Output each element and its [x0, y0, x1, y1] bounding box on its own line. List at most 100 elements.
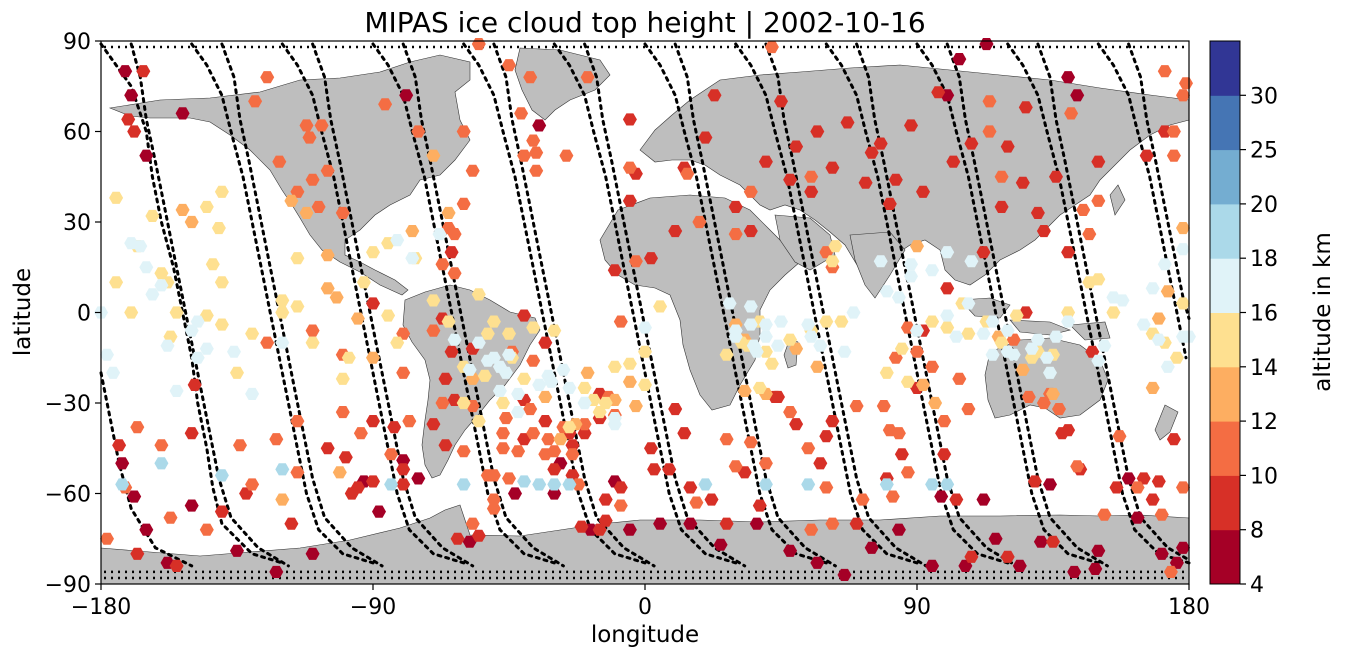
cloud-point — [937, 448, 952, 461]
cloud-point — [556, 363, 571, 376]
cloud-point — [804, 185, 819, 198]
cloud-point — [456, 445, 471, 458]
cloud-point — [290, 300, 305, 313]
colorbar-bin — [1210, 366, 1240, 422]
cloud-point — [517, 372, 532, 385]
cloud-point — [707, 89, 722, 102]
cloud-point — [879, 366, 894, 379]
cloud-point — [719, 348, 734, 361]
colorbar-tick-label: 14 — [1250, 356, 1278, 381]
cloud-point — [976, 246, 991, 259]
cloud-point — [284, 194, 299, 207]
cloud-point — [529, 146, 544, 159]
cloud-point — [502, 59, 516, 72]
x-axis-ticks: −180 −90 0 90 180 — [71, 584, 1210, 620]
y-tick-label: −30 — [45, 392, 91, 417]
cloud-point — [526, 427, 541, 440]
cloud-point — [668, 403, 683, 416]
cloud-point — [486, 502, 501, 515]
cloud-point — [928, 396, 943, 410]
cloud-point — [647, 463, 662, 476]
cloud-point — [1043, 366, 1057, 379]
cloud-point — [949, 330, 964, 343]
cloud-point — [931, 86, 946, 99]
x-axis-label: longitude — [591, 622, 699, 648]
cloud-point — [169, 384, 184, 397]
cloud-point — [743, 225, 758, 238]
cloud-point — [1088, 562, 1103, 575]
cloud-point — [1176, 222, 1190, 235]
cloud-point — [613, 315, 628, 328]
cloud-point — [607, 360, 622, 373]
cloud-point — [523, 403, 538, 416]
cloud-point — [112, 439, 127, 452]
cloud-point — [764, 41, 779, 54]
cloud-point — [598, 514, 613, 527]
cloud-point — [713, 538, 728, 551]
cloud-point — [607, 418, 622, 431]
cloud-point — [994, 336, 1009, 349]
cloud-point — [127, 125, 142, 138]
cloud-point — [154, 439, 169, 452]
cloud-point — [214, 505, 229, 518]
cloud-point — [758, 457, 773, 470]
cloud-point — [985, 315, 1000, 328]
cloud-point — [366, 475, 380, 488]
cloud-point — [825, 415, 840, 428]
cloud-point — [946, 155, 961, 168]
cloud-point — [450, 532, 465, 545]
cloud-point — [1091, 194, 1106, 207]
cloud-point — [366, 415, 380, 428]
cloud-point — [810, 556, 825, 569]
cloud-point — [1157, 65, 1172, 78]
cloud-point — [1009, 309, 1024, 322]
cloud-point — [559, 149, 574, 162]
cloud-point — [613, 481, 628, 494]
landmass-greenland — [514, 47, 611, 121]
cloud-point — [438, 439, 453, 452]
orbit-track — [190, 42, 375, 565]
cloud-point — [154, 457, 169, 470]
cloud-point — [719, 517, 734, 530]
chart-title: MIPAS ice cloud top height | 2002-10-16 — [364, 6, 925, 39]
cloud-point — [115, 457, 130, 470]
cloud-point — [169, 559, 184, 572]
cloud-point — [940, 309, 955, 322]
orbit-track — [1096, 42, 1188, 360]
cloud-point — [888, 173, 903, 186]
cloud-point — [680, 167, 695, 180]
cloud-point — [480, 327, 495, 340]
cloud-point — [426, 324, 441, 337]
cloud-point — [465, 164, 480, 177]
cloud-point — [858, 176, 873, 189]
cloud-point — [390, 336, 405, 349]
cloud-point — [366, 246, 380, 259]
orbit-track — [129, 42, 290, 568]
cloud-point — [982, 125, 997, 138]
cloud-point — [486, 315, 501, 328]
cloud-point — [644, 442, 658, 455]
cloud-point — [749, 517, 764, 530]
cloud-point — [496, 396, 510, 410]
cloud-point — [904, 119, 918, 132]
colorbar-tick-label: 30 — [1250, 84, 1278, 109]
cloud-point — [1091, 354, 1106, 367]
cloud-point — [211, 222, 226, 235]
cloud-point — [952, 372, 967, 385]
cloud-point — [199, 200, 214, 213]
cloud-point — [275, 336, 290, 349]
cloud-point — [305, 173, 320, 186]
cloud-point — [565, 448, 580, 461]
cloud-point — [864, 146, 879, 159]
cloud-point — [1176, 297, 1190, 310]
cloud-point — [384, 448, 399, 461]
cloud-point — [598, 493, 613, 506]
cloud-point — [819, 430, 834, 443]
cloud-point — [891, 523, 906, 536]
cloud-point — [299, 206, 314, 219]
cloud-point — [547, 445, 562, 458]
cloud-point — [580, 71, 595, 84]
cloud-point — [1070, 460, 1085, 473]
cloud-point — [1091, 155, 1106, 168]
